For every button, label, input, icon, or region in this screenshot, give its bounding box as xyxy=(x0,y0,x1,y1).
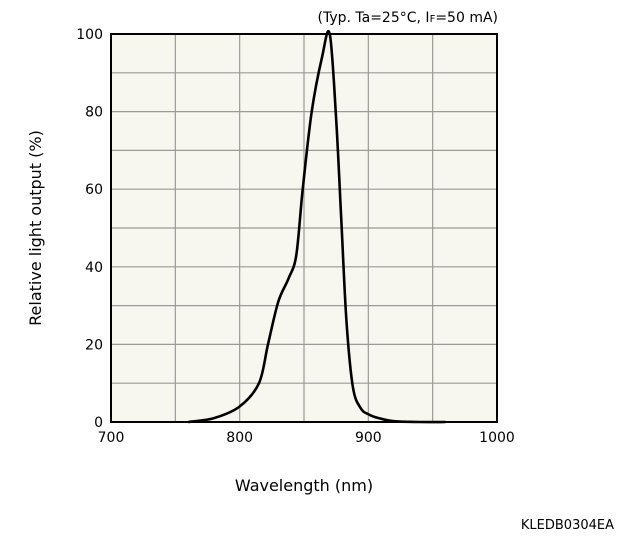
y-tick-label: 0 xyxy=(94,415,103,431)
y-axis-label: Relative light output (%) xyxy=(26,130,45,326)
y-tick-label: 100 xyxy=(76,27,103,43)
chart-condition-note: (Typ. Ta=25°C, IF=50 mA) xyxy=(317,10,498,26)
x-axis-label: Wavelength (nm) xyxy=(235,476,373,495)
y-tick-label: 60 xyxy=(85,182,103,198)
y-tick-label: 20 xyxy=(85,337,103,353)
series-line-spectrum xyxy=(188,30,446,424)
x-tick-label: 900 xyxy=(355,430,382,446)
x-tick-label: 800 xyxy=(226,430,253,446)
x-tick-label: 700 xyxy=(98,430,125,446)
y-tick-label: 80 xyxy=(85,105,103,121)
y-tick-label: 40 xyxy=(85,260,103,276)
plot-frame xyxy=(110,33,498,423)
document-code: KLEDB0304EA xyxy=(520,518,614,533)
x-tick-label: 1000 xyxy=(479,430,515,446)
